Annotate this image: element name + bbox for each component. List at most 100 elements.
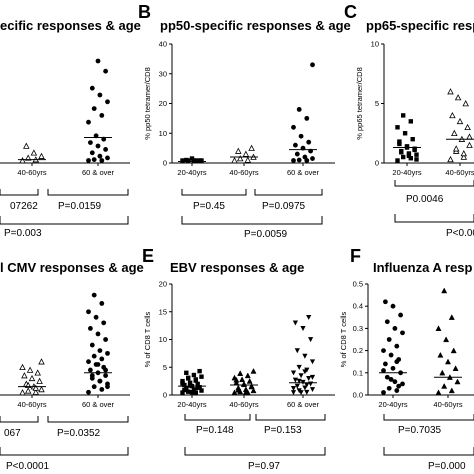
data-point-triangle-open [460,150,468,157]
data-point-circle [91,157,97,163]
x-category-label: 40-60yrs [229,168,258,177]
data-point-square [180,158,185,163]
data-point-circle [392,326,398,331]
data-point-circle [310,156,315,161]
data-point-circle [384,319,390,325]
data-point-triangle-open [462,100,469,107]
data-point-triangle-open [28,374,36,382]
y-tick-label: 0.2 [353,346,363,355]
data-point-circle [86,158,91,163]
data-point-square [182,387,187,393]
data-point-circle [88,326,93,331]
data-point-square [180,381,185,386]
data-point-square [197,368,202,374]
x-category-label: 60 & over [82,400,115,409]
data-point-triangle-down [302,385,308,391]
data-point-circle [93,314,99,320]
y-tick-label: 5 [375,99,379,108]
data-point-circle [400,381,405,387]
data-point-circle [291,124,296,130]
data-point-triangle [242,389,249,395]
data-point-triangle-down [309,359,316,365]
data-point-triangle-open [34,369,41,376]
comparison-bracket [394,214,474,223]
data-point-circle [296,157,302,163]
data-point-circle [396,383,402,389]
data-point-triangle [450,347,457,354]
chart-panel-2: 0 10 20 30 40 % pp50 tetramer/CD8 20-40yrs 40-6… [143,40,335,225]
comparison-bracket [383,447,474,456]
data-point-circle [89,150,95,156]
data-point-square [410,137,415,142]
panel-d-title: l CMV responses & age [0,260,144,275]
data-point-triangle [448,387,455,394]
data-point-circle [386,385,392,391]
pvalue-b-right: P=0.0975 [262,201,306,212]
data-point-triangle [250,387,257,394]
data-point-circle [105,384,110,390]
data-point-circle [304,115,310,121]
data-point-square [399,150,404,155]
data-point-circle [97,348,103,353]
data-point-triangle-down [304,389,310,395]
data-point-square [186,375,191,380]
x-category-label: 40-60yrs [17,400,46,409]
data-point-square [184,370,189,375]
data-point-triangle-open [244,156,252,163]
pvalue-f-bottom: P=0.000 [428,461,466,472]
data-point-triangle-down [298,373,304,379]
data-point-triangle [441,287,448,294]
data-point-square [197,158,202,163]
data-point-triangle-open [449,111,456,119]
y-tick-label: 30 [159,69,167,78]
data-point-triangle-down [290,386,297,391]
data-point-circle [392,379,398,385]
data-point-triangle-open [38,152,45,159]
pvalue-a-left: 07262 [10,201,38,212]
data-point-circle [95,362,101,367]
data-point-triangle-down [306,314,312,320]
panel-f-title: Influenza A resp [373,260,473,275]
pvalue-f-left: P=0.7035 [398,425,442,436]
data-point-triangle-open [236,155,244,162]
y-axis-label: % pp65 tetramer/CD8 [355,67,364,140]
pvalue-b-bottom: P=0.0059 [244,229,288,240]
data-point-triangle-open [447,155,454,163]
x-category-label: 60 & over [287,168,320,177]
comparison-bracket [255,414,326,421]
data-point-circle [89,342,95,348]
data-point-triangle-open [248,144,255,151]
data-point-circle [99,158,105,163]
data-point-circle [394,388,400,393]
data-point-square [189,390,195,395]
data-point-circle [383,299,388,305]
data-point-circle [400,330,405,336]
data-point-triangle-open [451,129,458,136]
data-point-square [184,157,189,163]
data-point-triangle-down [300,326,306,331]
data-point-circle [95,143,101,149]
data-point-square [401,154,406,160]
data-point-triangle-open [464,123,471,131]
data-point-square [189,156,195,161]
comparison-bracket [0,216,129,225]
data-point-square [401,113,406,118]
data-point-square [406,151,412,156]
data-point-circle [388,352,394,358]
data-point-circle [394,343,400,349]
comparison-bracket [184,447,326,456]
x-category-label: 60 & over [287,400,320,409]
data-point-triangle-open [454,94,462,101]
pvalue-e-bottom: P=0.97 [248,461,280,472]
pvalue-a-bottom: P=0.003 [4,228,42,239]
data-point-triangle-down [296,378,302,384]
data-point-circle [103,147,108,152]
data-point-triangle [244,372,251,379]
data-point-circle [105,99,110,105]
data-point-circle [97,378,103,384]
pvalue-a-right: P=0.0159 [58,201,102,212]
data-point-triangle-open [23,142,30,149]
data-point-circle [294,151,300,157]
